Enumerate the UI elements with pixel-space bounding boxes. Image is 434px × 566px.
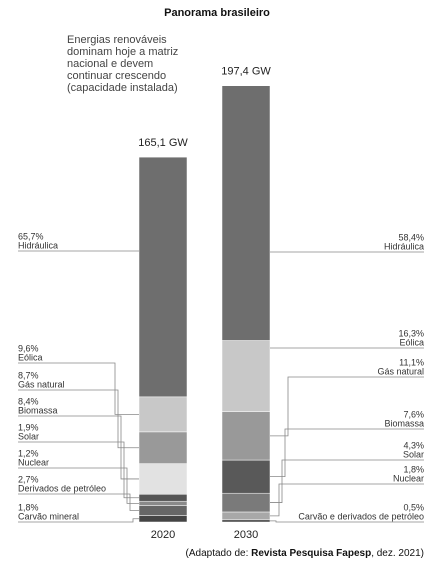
segment-value-label: 1,2% [18,448,39,458]
bar-segment [138,431,188,464]
segment-value-label: 1,8% [403,464,424,474]
bar-segment [138,515,188,523]
segment-name: Solar [403,449,424,459]
bar-segment [138,396,188,433]
segment-name: Carvão e derivados de petróleo [298,511,424,521]
leader-line [18,362,139,415]
segment-name: Carvão mineral [18,511,79,521]
source-text: , dez. 2021) [371,548,424,559]
subtitle: Energias renováveis [67,34,167,46]
leader-line [270,483,424,517]
leader-line [270,376,424,437]
segment-name: Solar [18,431,39,441]
bar-segment [221,85,271,341]
segment-value-label: 7,6% [403,409,424,419]
leader-line [270,459,424,503]
segment-value-label: 0,5% [403,502,424,512]
segment-value-label: 65,7% [18,231,44,241]
segment-value-label: 1,9% [18,422,39,432]
subtitle: (capacidade instalada) [67,82,178,94]
segment-name: Nuclear [393,473,424,483]
leader-line [270,428,424,478]
subtitle: dominam hoje a matriz [67,46,178,58]
leader-line [18,467,139,504]
segment-name: Gás natural [18,379,65,389]
source-text: (Adaptado de: [186,548,252,559]
segment-value-label: 4,3% [403,440,424,450]
leader-line [270,520,424,523]
segment-value-label: 9,6% [18,343,39,353]
total-label: 165,1 GW [138,137,188,149]
bar-segment [138,505,188,516]
segment-name: Eólica [399,337,424,347]
source: (Adaptado de: Revista Pesquisa Fapesp, d… [186,548,424,559]
leader-line [18,518,139,523]
bar-segment [221,519,271,523]
segment-name: Derivados de petróleo [18,483,106,493]
subtitle: continuar crescendo [67,70,166,82]
segment-name: Hidráulica [384,241,424,251]
bar-segment [221,511,271,521]
source-text: Revista Pesquisa Fapesp [251,548,371,559]
bar-segment [138,156,188,398]
bar-segment [221,411,271,461]
bar-segment [221,492,271,513]
total-label: 197,4 GW [221,66,271,78]
x-tick-label: 2020 [151,529,175,541]
segment-name: Gás natural [377,366,424,376]
bar-segment [221,340,271,412]
chart-title: Panorama brasileiro [164,7,270,19]
segment-value-label: 16,3% [398,328,424,338]
segment-name: Biomassa [384,418,424,428]
segment-value-label: 11,1% [399,357,424,367]
segment-name: Hidráulica [18,240,58,250]
segment-name: Nuclear [18,457,49,467]
bar-segment [138,494,188,502]
segment-name: Eólica [18,352,43,362]
segment-name: Biomassa [18,405,58,415]
bar-segment [138,500,188,506]
x-tick-label: 2030 [234,529,258,541]
leader-line [18,493,139,511]
segment-value-label: 1,8% [18,502,39,512]
leader-line [18,441,139,499]
segment-value-label: 8,7% [18,370,39,380]
segment-value-label: 2,7% [18,474,39,484]
leader-line [18,389,139,449]
bar-segment [138,463,188,495]
segment-value-label: 58,4% [398,232,424,242]
subtitle: nacional e devem [67,58,153,70]
segment-value-label: 8,4% [18,396,39,406]
bar-segment [221,459,271,494]
